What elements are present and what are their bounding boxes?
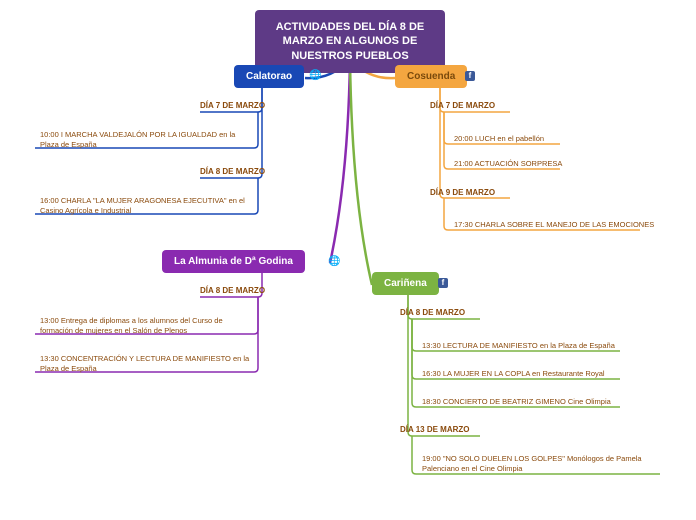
date-car-13: DÍA 13 DE MARZO xyxy=(400,425,470,434)
globe-icon: 🌐 xyxy=(309,70,321,81)
date-cal-8: DÍA 8 DE MARZO xyxy=(200,167,265,176)
event-car-d8-1: 13:30 LECTURA DE MANIFIESTO en la Plaza … xyxy=(422,341,632,351)
event-cos-d7-2: 21:00 ACTUACIÓN SORPRESA xyxy=(454,159,664,169)
event-alm-d8-2: 13:30 CONCENTRACIÓN Y LECTURA DE MANIFIE… xyxy=(40,354,250,374)
event-cos-d9-1: 17:30 CHARLA SOBRE EL MANEJO DE LAS EMOC… xyxy=(454,220,664,230)
connector-lines xyxy=(0,0,696,520)
event-car-d13-1: 19:00 "NO SOLO DUELEN LOS GOLPES" Monólo… xyxy=(422,454,662,474)
town-carinena: Cariñena xyxy=(372,272,439,295)
date-cos-7: DÍA 7 DE MARZO xyxy=(430,101,495,110)
root-node: ACTIVIDADES DEL DÍA 8 DE MARZO EN ALGUNO… xyxy=(255,10,445,73)
facebook-icon: f xyxy=(465,71,475,81)
event-alm-d8-1: 13:00 Entrega de diplomas a los alumnos … xyxy=(40,316,250,336)
date-cal-7: DÍA 7 DE MARZO xyxy=(200,101,265,110)
event-car-d8-2: 16:30 LA MUJER EN LA COPLA en Restaurant… xyxy=(422,369,632,379)
date-car-8: DÍA 8 DE MARZO xyxy=(400,308,465,317)
date-cos-9: DÍA 9 DE MARZO xyxy=(430,188,495,197)
facebook-icon: f xyxy=(438,278,448,288)
event-cos-d7-1: 20:00 LUCH en el pabellón xyxy=(454,134,664,144)
event-car-d8-3: 18:30 CONCIERTO DE BEATRIZ GIMENO Cine O… xyxy=(422,397,632,407)
town-calatorao: Calatorao xyxy=(234,65,304,88)
globe-icon: 🌐 xyxy=(328,256,340,267)
event-cal-d8-1: 16:00 CHARLA "LA MUJER ARAGONESA EJECUTI… xyxy=(40,196,250,216)
town-cosuenda: Cosuenda xyxy=(395,65,467,88)
event-cal-d7-1: 10:00 I MARCHA VALDEJALÓN POR LA IGUALDA… xyxy=(40,130,250,150)
town-almunia: La Almunia de Dª Godina xyxy=(162,250,305,273)
date-alm-8: DÍA 8 DE MARZO xyxy=(200,286,265,295)
